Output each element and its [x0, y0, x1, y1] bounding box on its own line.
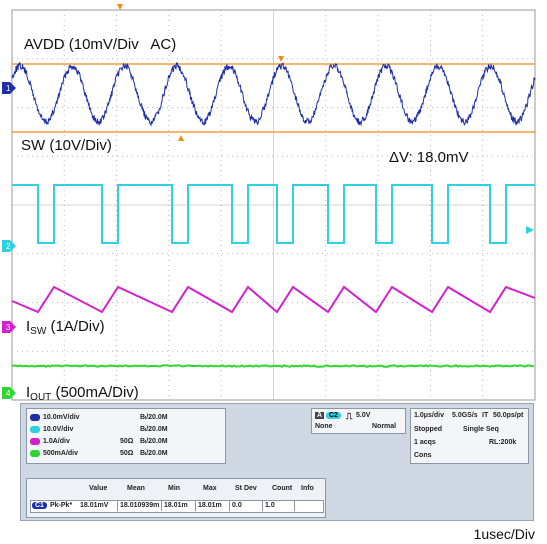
measurement-min: 18.01m — [162, 501, 196, 511]
measurement-header-row: Value Mean Min Max St Dev Count Info — [27, 485, 327, 495]
trigger-level-arrow-icon — [526, 226, 534, 234]
measurement-info — [295, 501, 322, 511]
measurement-max: 18.01m — [196, 501, 230, 511]
measurement-name: Pk-Pk* — [50, 502, 73, 509]
acq-rate: 5.0GS/s — [452, 412, 478, 419]
ch2-ground-marker-icon — [2, 240, 16, 252]
trigger-source: C2 — [326, 412, 341, 419]
measurement-header: St Dev — [235, 485, 257, 492]
channel-badge-icon — [30, 413, 40, 421]
channel-badge-icon — [30, 437, 40, 445]
acq-it: IT — [482, 412, 489, 419]
ch1-ground-marker-label: 1 — [6, 84, 11, 93]
avdd-channel-label: AVDD (10mV/Div AC) — [24, 36, 177, 53]
channel-scale: 10.0mV/div — [43, 414, 80, 421]
trigger-coupling: None — [315, 423, 333, 430]
cursor-marker-bottom-icon — [178, 135, 184, 141]
ch3-ground-marker-icon — [2, 321, 16, 333]
measurement-stdev: 0.0 — [230, 501, 263, 511]
ch2-sw-trace — [12, 184, 535, 244]
channel-row-3[interactable]: 1.0A/div 50Ω Bₗ/20.0M — [30, 436, 168, 447]
channel-bandwidth: Bₗ/20.0M — [140, 450, 168, 457]
acquisition-settings-box[interactable]: 1.0μs/div 5.0GS/s IT 50.0ps/pt Stopped S… — [410, 408, 529, 464]
measurement-row[interactable]: C1 Pk-Pk* 18.01mV 18.010939m 18.01m 18.0… — [30, 500, 324, 513]
trigger-settings-box[interactable]: A C2 ⎍ 5.0V None Normal — [311, 408, 406, 434]
acq-record-length: RL:200k — [489, 439, 517, 446]
channel-row-1[interactable]: 10.0mV/div Bₗ/20.0M — [30, 412, 168, 423]
measurement-channel-badge: C1 — [32, 502, 47, 509]
measurement-header: Max — [203, 485, 217, 492]
sw-channel-label: SW (10V/Div) — [21, 137, 112, 154]
iout-channel-label: IOUT (500mA/Div) — [26, 384, 139, 403]
scope-info-panel: 10.0mV/div Bₗ/20.0M 10.0V/div Bₗ/20.0M 1… — [20, 403, 534, 521]
channel-row-2[interactable]: 10.0V/div Bₗ/20.0M — [30, 424, 168, 435]
acq-count: 1 acqs — [414, 439, 436, 446]
channel-coupling: 50Ω — [120, 438, 134, 445]
channel-row-4[interactable]: 500mA/div 50Ω Bₗ/20.0M — [30, 448, 168, 459]
acq-timebase: 1.0μs/div — [414, 412, 444, 419]
iout-label-main: I — [26, 384, 31, 401]
channel-coupling: 50Ω — [120, 450, 134, 457]
delta-v-readout: ΔV: 18.0mV — [389, 149, 469, 166]
measurement-count: 1.0 — [263, 501, 295, 511]
ch1-ground-marker-icon — [2, 82, 16, 94]
ch4-ground-marker-icon — [2, 387, 16, 399]
iout-label-rest: (500mA/Div) — [51, 384, 139, 401]
ch2-ground-marker-label: 2 — [6, 242, 11, 251]
trigger-mode-badge: A — [315, 412, 325, 419]
acq-ps: 50.0ps/pt — [493, 412, 524, 419]
ch1-avdd-trace — [11, 61, 536, 127]
measurement-header: Mean — [127, 485, 145, 492]
channel-scale: 1.0A/div — [43, 438, 70, 445]
channel-settings-box[interactable]: 10.0mV/div Bₗ/20.0M 10.0V/div Bₗ/20.0M 1… — [26, 408, 226, 464]
ch3-ground-marker-label: 3 — [6, 323, 11, 332]
ch3-isw-trace — [11, 285, 536, 314]
measurement-mean: 18.010939m — [118, 501, 162, 511]
cursor-marker-top-icon — [278, 56, 284, 62]
ch4-ground-marker-label: 4 — [6, 389, 11, 398]
acq-state: Stopped — [414, 426, 442, 433]
isw-label-main: I — [26, 318, 31, 335]
measurement-header: Count — [272, 485, 293, 492]
channel-scale: 500mA/div — [43, 450, 79, 457]
measurement-header: Value — [89, 485, 108, 492]
channel-badge-icon — [30, 449, 40, 457]
channel-bandwidth: Bₗ/20.0M — [140, 438, 168, 445]
measurement-value: 18.01mV — [78, 501, 118, 511]
trigger-position-marker-icon — [117, 4, 123, 10]
isw-label-sub: SW — [30, 326, 47, 337]
channel-badge-icon — [30, 425, 40, 433]
measurement-table[interactable]: Value Mean Min Max St Dev Count Info C1 … — [26, 478, 326, 518]
channel-bandwidth: Bₗ/20.0M — [140, 426, 168, 433]
iout-label-sub: OUT — [30, 392, 52, 403]
acq-cons: Cons — [414, 452, 432, 459]
isw-channel-label: ISW (1A/Div) — [26, 318, 105, 337]
channel-scale: 10.0V/div — [43, 426, 74, 433]
ch4-iout-trace — [11, 364, 535, 368]
measurement-header: Info — [301, 485, 314, 492]
timebase-label: 1usec/Div — [473, 526, 535, 542]
acq-seq: Single Seq — [463, 426, 499, 433]
measurement-header: Min — [168, 485, 181, 492]
rising-edge-icon: ⎍ — [346, 411, 353, 421]
channel-bandwidth: Bₗ/20.0M — [140, 414, 168, 421]
trigger-level: 5.0V — [356, 412, 371, 419]
isw-label-rest: (1A/Div) — [46, 318, 105, 335]
trigger-type: Normal — [372, 423, 397, 430]
